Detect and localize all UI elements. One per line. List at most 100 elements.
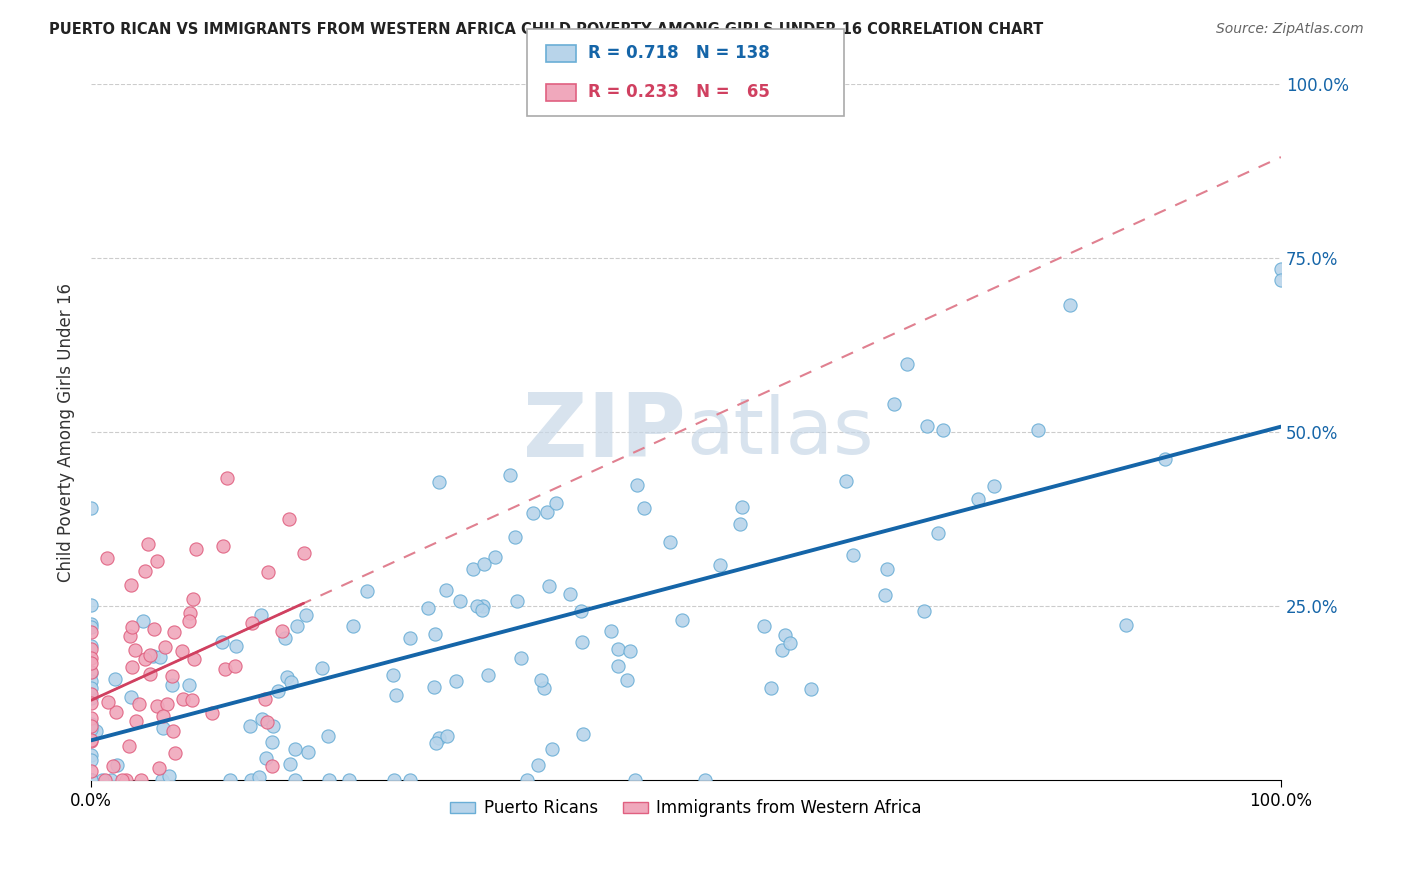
Point — [436, 729, 458, 743]
Point — [471, 599, 494, 614]
Point — [80, 624, 103, 639]
Point — [759, 681, 782, 695]
Point — [1026, 423, 1049, 437]
Point — [224, 658, 246, 673]
Point — [527, 757, 550, 772]
Point — [162, 723, 184, 738]
Point — [571, 727, 593, 741]
Point — [506, 594, 529, 608]
Point — [80, 620, 103, 634]
Point — [616, 673, 638, 687]
Point — [779, 635, 801, 649]
Point — [80, 716, 103, 731]
Point — [262, 758, 284, 772]
Point — [503, 530, 526, 544]
Point — [256, 715, 278, 730]
Point — [80, 500, 103, 515]
Point — [80, 681, 103, 696]
Point — [129, 773, 152, 788]
Point — [80, 616, 103, 631]
Point — [80, 747, 103, 762]
Point — [425, 736, 447, 750]
Point — [1270, 272, 1292, 286]
Point — [427, 731, 450, 746]
Point — [104, 706, 127, 720]
Point — [522, 506, 544, 520]
Point — [172, 692, 194, 706]
Point — [510, 651, 533, 665]
Point — [253, 691, 276, 706]
Point — [80, 599, 103, 613]
Point — [883, 397, 905, 411]
Point — [84, 723, 107, 738]
Point — [434, 583, 457, 598]
Point — [180, 693, 202, 707]
Point — [160, 678, 183, 692]
Point — [280, 675, 302, 690]
Point — [316, 729, 339, 743]
Point — [278, 757, 301, 772]
Point — [134, 652, 156, 666]
Point — [183, 652, 205, 666]
Point — [103, 759, 125, 773]
Point — [1154, 451, 1177, 466]
Point — [120, 578, 142, 592]
Point — [254, 751, 277, 765]
Text: PUERTO RICAN VS IMMIGRANTS FROM WESTERN AFRICA CHILD POVERTY AMONG GIRLS UNDER 1: PUERTO RICAN VS IMMIGRANTS FROM WESTERN … — [49, 22, 1043, 37]
Point — [80, 773, 103, 788]
Point — [423, 680, 446, 694]
Text: Source: ZipAtlas.com: Source: ZipAtlas.com — [1216, 22, 1364, 37]
Point — [181, 592, 204, 607]
Point — [342, 619, 364, 633]
Point — [134, 564, 156, 578]
Point — [152, 721, 174, 735]
Point — [139, 648, 162, 663]
Point — [382, 773, 405, 788]
Point — [91, 773, 114, 788]
Point — [600, 624, 623, 639]
Point — [730, 517, 752, 532]
Point — [318, 773, 340, 788]
Point — [536, 504, 558, 518]
Point — [118, 739, 141, 753]
Point — [145, 698, 167, 713]
Point — [1270, 262, 1292, 277]
Point — [292, 546, 315, 560]
Point — [212, 539, 235, 553]
Point — [142, 648, 165, 663]
Point — [150, 773, 173, 788]
Point — [1059, 298, 1081, 312]
Point — [157, 769, 180, 783]
Point — [533, 681, 555, 696]
Point — [153, 640, 176, 654]
Point — [382, 668, 405, 682]
Point — [239, 719, 262, 733]
Point — [560, 587, 582, 601]
Point — [80, 773, 103, 788]
Point — [80, 722, 103, 736]
Point — [247, 770, 270, 784]
Point — [80, 732, 103, 747]
Point — [276, 669, 298, 683]
Point — [671, 613, 693, 627]
Point — [730, 500, 752, 515]
Point — [136, 536, 159, 550]
Point — [179, 615, 201, 629]
Point — [256, 565, 278, 579]
Point — [274, 631, 297, 645]
Point — [624, 773, 647, 788]
Point — [263, 719, 285, 733]
Point — [211, 634, 233, 648]
Point — [444, 674, 467, 689]
Point — [633, 501, 655, 516]
Point — [384, 688, 406, 702]
Point — [80, 639, 103, 653]
Point — [472, 558, 495, 572]
Text: R = 0.233   N =   65: R = 0.233 N = 65 — [588, 83, 769, 101]
Text: atlas: atlas — [686, 394, 873, 470]
Point — [399, 631, 422, 645]
Point — [80, 764, 103, 778]
Point — [105, 757, 128, 772]
Point — [120, 629, 142, 643]
Point — [709, 558, 731, 573]
